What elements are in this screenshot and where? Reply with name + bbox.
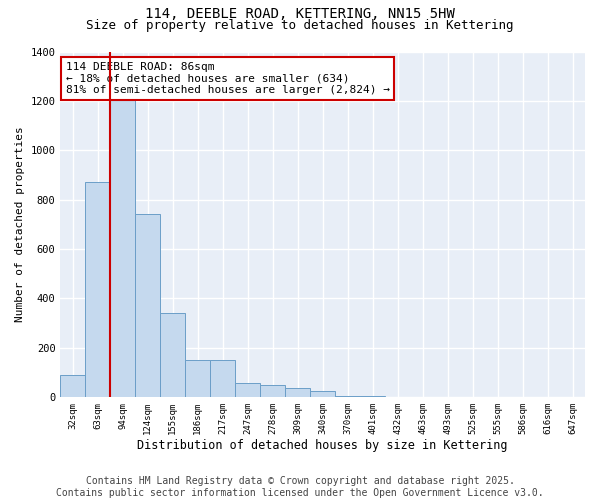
- Bar: [185, 360, 210, 397]
- Bar: [110, 94, 136, 397]
- Text: 114 DEEBLE ROAD: 86sqm
← 18% of detached houses are smaller (634)
81% of semi-de: 114 DEEBLE ROAD: 86sqm ← 18% of detached…: [65, 62, 389, 95]
- X-axis label: Distribution of detached houses by size in Kettering: Distribution of detached houses by size …: [137, 440, 508, 452]
- Bar: [61, 374, 85, 397]
- Bar: [136, 214, 160, 397]
- Text: Size of property relative to detached houses in Kettering: Size of property relative to detached ho…: [86, 18, 514, 32]
- Text: Contains HM Land Registry data © Crown copyright and database right 2025.
Contai: Contains HM Land Registry data © Crown c…: [56, 476, 544, 498]
- Bar: [310, 390, 335, 397]
- Bar: [360, 396, 385, 397]
- Y-axis label: Number of detached properties: Number of detached properties: [15, 126, 25, 322]
- Bar: [160, 313, 185, 397]
- Bar: [85, 182, 110, 397]
- Bar: [210, 360, 235, 397]
- Bar: [285, 388, 310, 397]
- Bar: [335, 396, 360, 397]
- Bar: [260, 384, 285, 397]
- Text: 114, DEEBLE ROAD, KETTERING, NN15 5HW: 114, DEEBLE ROAD, KETTERING, NN15 5HW: [145, 8, 455, 22]
- Bar: [235, 384, 260, 397]
